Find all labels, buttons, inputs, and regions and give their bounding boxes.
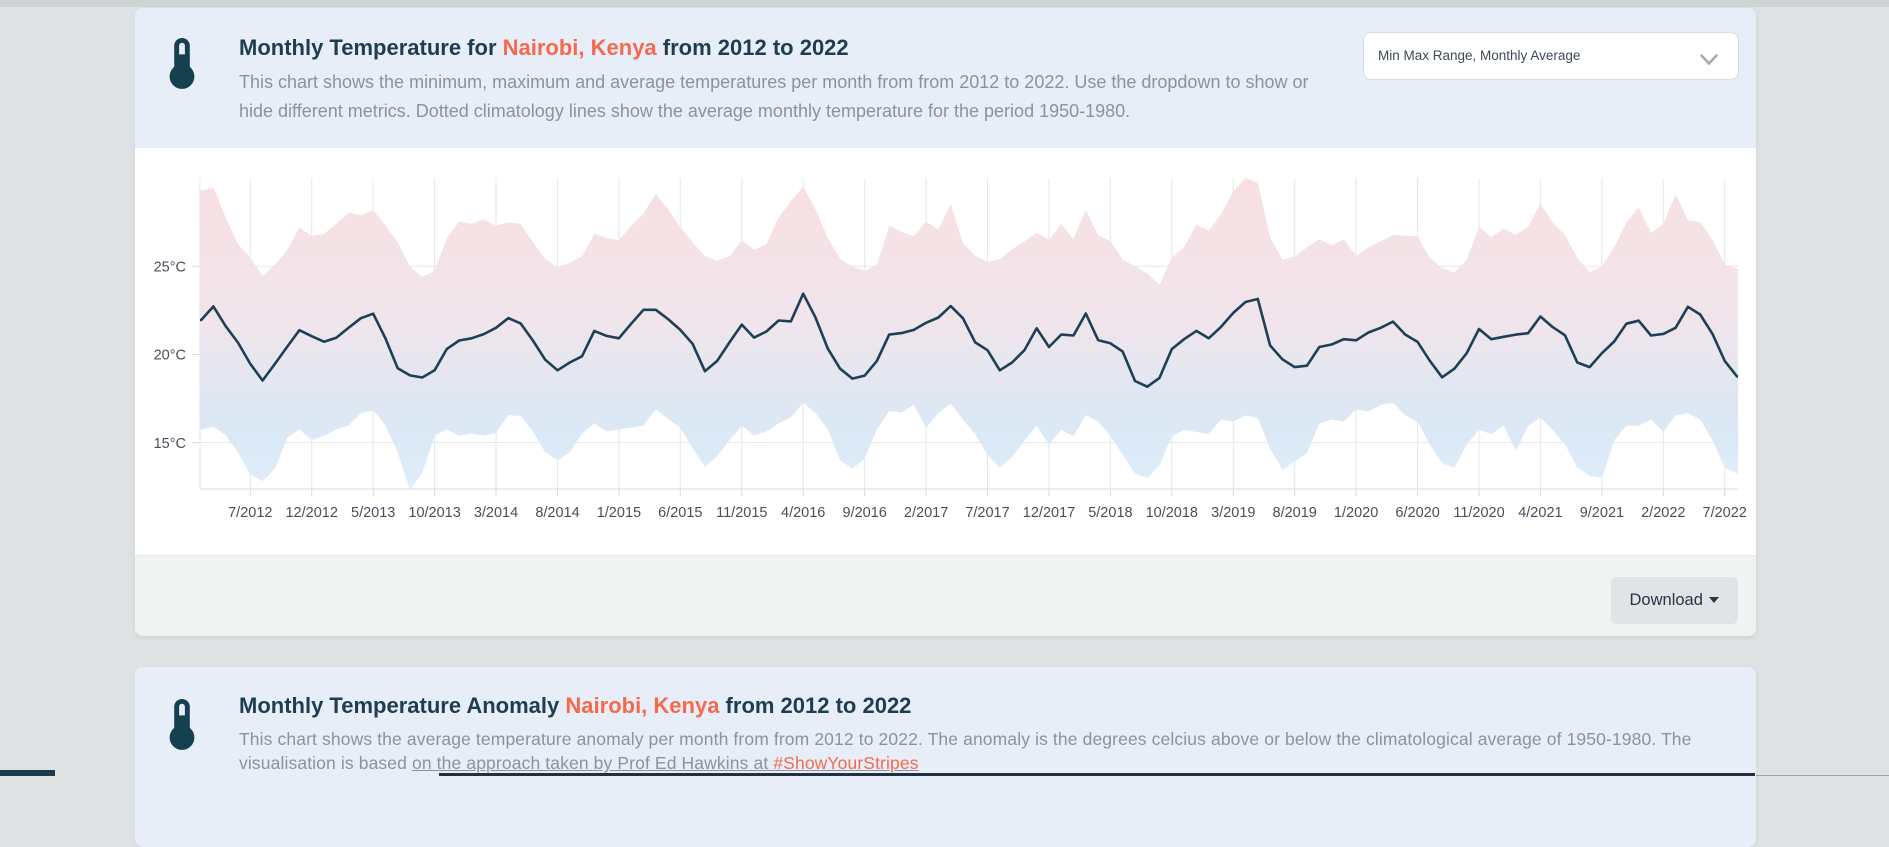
svg-text:4/2016: 4/2016 <box>781 505 825 521</box>
svg-text:7/2017: 7/2017 <box>965 505 1009 521</box>
svg-text:10/2018: 10/2018 <box>1146 505 1198 521</box>
svg-text:12/2012: 12/2012 <box>285 505 337 521</box>
svg-text:5/2013: 5/2013 <box>351 505 395 521</box>
svg-text:6/2015: 6/2015 <box>658 505 702 521</box>
svg-text:9/2016: 9/2016 <box>843 505 887 521</box>
svg-text:3/2019: 3/2019 <box>1211 505 1255 521</box>
svg-text:1/2020: 1/2020 <box>1334 505 1378 521</box>
svg-text:11/2015: 11/2015 <box>716 505 767 521</box>
svg-text:5/2018: 5/2018 <box>1088 505 1132 521</box>
svg-text:6/2020: 6/2020 <box>1395 505 1439 521</box>
svg-text:3/2014: 3/2014 <box>474 505 518 521</box>
svg-text:7/2022: 7/2022 <box>1703 505 1747 521</box>
svg-text:11/2020: 11/2020 <box>1453 505 1504 521</box>
svg-text:20°C: 20°C <box>154 348 186 364</box>
svg-text:2/2022: 2/2022 <box>1641 505 1685 521</box>
svg-text:15°C: 15°C <box>154 436 186 452</box>
svg-text:12/2017: 12/2017 <box>1023 505 1075 521</box>
svg-text:2/2017: 2/2017 <box>904 505 948 521</box>
svg-text:4/2021: 4/2021 <box>1518 505 1562 521</box>
svg-text:1/2015: 1/2015 <box>597 505 641 521</box>
svg-text:7/2012: 7/2012 <box>228 505 272 521</box>
svg-text:8/2019: 8/2019 <box>1273 505 1317 521</box>
svg-text:10/2013: 10/2013 <box>408 505 460 521</box>
svg-text:8/2014: 8/2014 <box>535 505 579 521</box>
svg-text:25°C: 25°C <box>154 259 186 275</box>
svg-text:9/2021: 9/2021 <box>1580 505 1624 521</box>
